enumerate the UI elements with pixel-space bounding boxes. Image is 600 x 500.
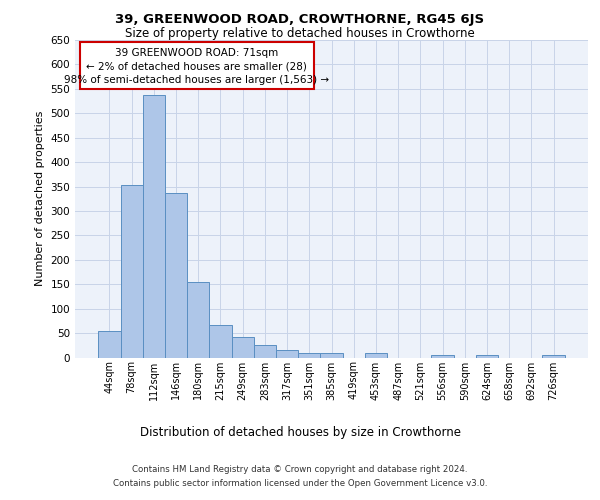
Text: Contains HM Land Registry data © Crown copyright and database right 2024.: Contains HM Land Registry data © Crown c…	[132, 464, 468, 473]
Bar	[276, 350, 298, 358]
Bar	[298, 352, 320, 358]
Bar	[365, 352, 387, 358]
Bar	[98, 330, 121, 357]
Text: Contains public sector information licensed under the Open Government Licence v3: Contains public sector information licen…	[113, 479, 487, 488]
Bar	[320, 352, 343, 358]
Text: Size of property relative to detached houses in Crowthorne: Size of property relative to detached ho…	[125, 28, 475, 40]
Text: 98% of semi-detached houses are larger (1,563) →: 98% of semi-detached houses are larger (…	[64, 74, 329, 85]
Text: 39, GREENWOOD ROAD, CROWTHORNE, RG45 6JS: 39, GREENWOOD ROAD, CROWTHORNE, RG45 6JS	[115, 12, 485, 26]
Text: Distribution of detached houses by size in Crowthorne: Distribution of detached houses by size …	[139, 426, 461, 439]
Bar	[542, 355, 565, 358]
Bar	[232, 337, 254, 357]
Bar	[209, 325, 232, 358]
Bar	[254, 346, 276, 358]
Bar	[476, 355, 498, 358]
Y-axis label: Number of detached properties: Number of detached properties	[35, 111, 45, 286]
Bar	[431, 355, 454, 358]
Text: ← 2% of detached houses are smaller (28): ← 2% of detached houses are smaller (28)	[86, 62, 307, 72]
Bar	[165, 194, 187, 358]
Bar	[187, 282, 209, 358]
Text: 39 GREENWOOD ROAD: 71sqm: 39 GREENWOOD ROAD: 71sqm	[115, 48, 278, 58]
Bar	[121, 185, 143, 358]
FancyBboxPatch shape	[80, 42, 314, 89]
Bar	[143, 94, 165, 358]
